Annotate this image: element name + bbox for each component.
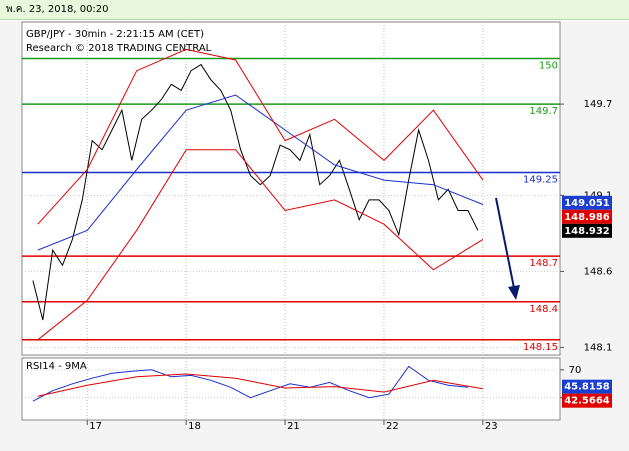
level-label: 149.25 [523, 175, 558, 186]
series-line [32, 63, 479, 321]
series-line [32, 365, 469, 402]
x-tick-label: 17 [89, 421, 102, 432]
x-tick-label: 23 [485, 421, 498, 432]
price-tag-label: 45.8158 [564, 382, 610, 393]
series-line [37, 48, 484, 225]
x-tick-label: 18 [188, 421, 201, 432]
price-tag [562, 379, 612, 394]
price-tag-label: 148.932 [564, 226, 610, 237]
price-tag-label: 42.5664 [564, 396, 610, 407]
price-tag [562, 209, 612, 224]
price-tag-label: 148.986 [564, 212, 610, 223]
rsi-title: RSI14 - 9MA [26, 361, 87, 372]
x-tick-label: 21 [287, 421, 300, 432]
series-line [37, 149, 484, 341]
forecast-arrowhead [508, 285, 520, 300]
y-tick-label: 149.7 [584, 99, 613, 110]
x-tick-label: 22 [386, 421, 399, 432]
chart-subtitle: Research © 2018 TRADING CENTRAL [26, 43, 212, 54]
level-label: 148.7 [529, 258, 558, 269]
price-tag [562, 223, 612, 238]
level-label: 149.7 [529, 106, 558, 117]
y-tick-label: 148.6 [584, 266, 613, 277]
price-panel [21, 21, 561, 356]
price-tag [562, 195, 612, 210]
series-line [37, 94, 484, 251]
chart-title: GBP/JPY - 30min - 2:21:15 AM (CET) [26, 29, 204, 40]
header-bar: พ.ค. 23, 2018, 00:20 [0, 0, 629, 20]
y-tick-label: 70 [569, 365, 582, 376]
level-label: 148.15 [523, 342, 558, 353]
y-tick-label: 148.1 [584, 342, 613, 353]
series-line [37, 373, 483, 397]
level-label: 148.4 [529, 304, 558, 315]
rsi-panel [21, 357, 561, 421]
forecast-arrow [495, 197, 515, 289]
price-tag [562, 393, 612, 408]
level-label: 150 [539, 60, 558, 71]
price-tag-label: 149.051 [564, 198, 610, 209]
